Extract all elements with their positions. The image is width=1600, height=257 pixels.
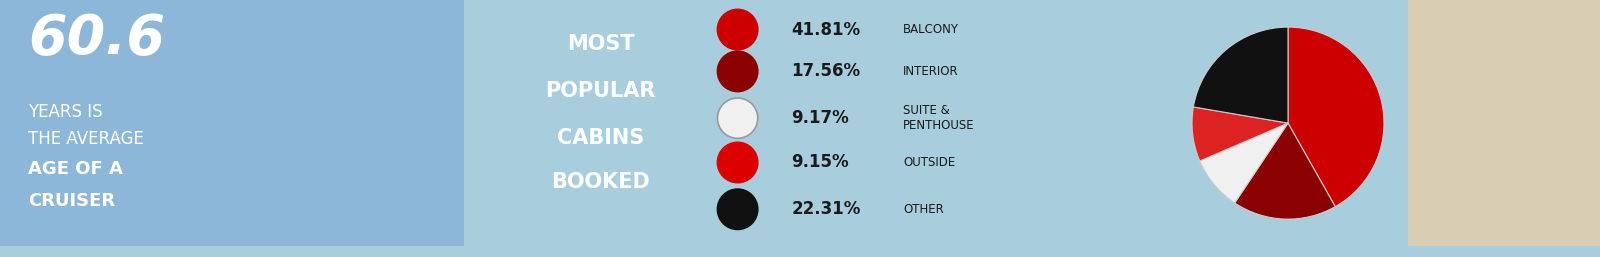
Wedge shape (1200, 123, 1288, 203)
Text: CABINS: CABINS (557, 128, 645, 148)
Text: 9.17%: 9.17% (792, 109, 850, 127)
Wedge shape (1288, 27, 1384, 207)
Text: MOST: MOST (566, 34, 635, 54)
Ellipse shape (717, 189, 758, 230)
Text: 17.56%: 17.56% (792, 62, 861, 80)
Text: POPULAR: POPULAR (546, 81, 656, 101)
Ellipse shape (717, 10, 758, 50)
Text: THE AVERAGE: THE AVERAGE (27, 131, 144, 149)
Wedge shape (1192, 107, 1288, 161)
Text: BALCONY: BALCONY (902, 23, 958, 36)
Text: AGE OF A: AGE OF A (27, 160, 123, 178)
Wedge shape (1194, 27, 1288, 123)
Text: 22.31%: 22.31% (792, 200, 861, 218)
Ellipse shape (717, 51, 758, 91)
Ellipse shape (717, 142, 758, 183)
Text: BOOKED: BOOKED (552, 172, 650, 192)
Ellipse shape (717, 98, 758, 138)
Text: 60.6: 60.6 (27, 12, 165, 66)
Wedge shape (1235, 123, 1336, 219)
Text: YEARS IS: YEARS IS (27, 103, 102, 121)
Text: 41.81%: 41.81% (792, 21, 861, 39)
Text: CRUISER: CRUISER (27, 192, 115, 210)
Text: 9.15%: 9.15% (792, 153, 850, 171)
Text: INTERIOR: INTERIOR (902, 65, 958, 78)
Text: OTHER: OTHER (902, 203, 944, 216)
Text: OUTSIDE: OUTSIDE (902, 156, 955, 169)
Text: SUITE &
PENTHOUSE: SUITE & PENTHOUSE (902, 104, 974, 132)
